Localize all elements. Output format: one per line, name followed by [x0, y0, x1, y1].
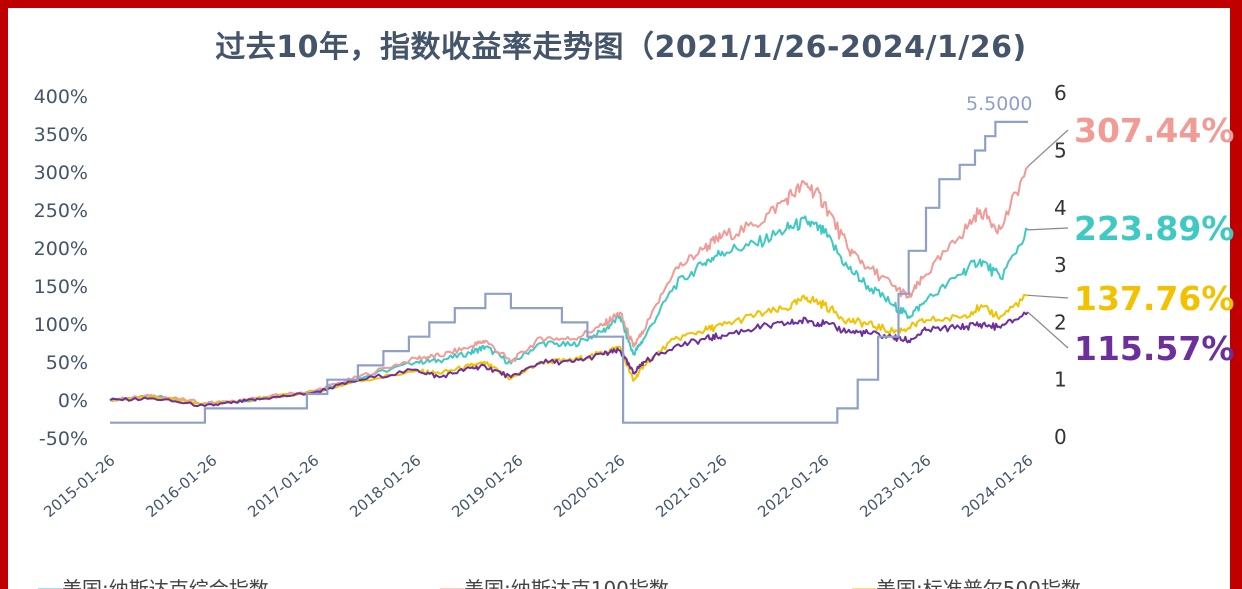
- y-left-tick-label: -50%: [39, 428, 88, 450]
- x-tick-label: 2022-01-26: [754, 451, 832, 521]
- y-left-tick-label: 250%: [34, 200, 88, 222]
- end-value-label: 115.57%: [1074, 329, 1234, 368]
- x-tick-label: 2020-01-26: [550, 451, 628, 521]
- y-right-tick-label: 1: [1054, 368, 1067, 392]
- y-right-tick-label: 0: [1054, 425, 1067, 449]
- end-label-leader: [1027, 294, 1069, 299]
- end-value-label: 307.44%: [1074, 111, 1234, 150]
- x-tick-label: 2015-01-26: [40, 451, 118, 521]
- rate-annotation: 5.5000: [966, 93, 1032, 115]
- chart-title: 过去10年，指数收益率走势图（2021/1/26-2024/1/26): [215, 30, 1027, 65]
- y-left-tick-label: 350%: [34, 124, 88, 146]
- legend-label: 美国:纳斯达克综合指数: [62, 577, 269, 589]
- x-tick-label: 2019-01-26: [448, 451, 526, 521]
- end-label-leader: [1027, 311, 1069, 349]
- end-value-label: 223.89%: [1074, 209, 1234, 248]
- x-tick-label: 2024-01-26: [958, 451, 1036, 521]
- x-tick-label: 2021-01-26: [652, 451, 730, 521]
- y-right-tick-label: 3: [1054, 253, 1067, 277]
- end-value-label: 137.76%: [1074, 279, 1234, 318]
- y-left-tick-label: 50%: [46, 352, 88, 374]
- y-left-tick-label: 400%: [34, 86, 88, 108]
- legend-label: 美国:标准普尔500指数: [876, 577, 1081, 589]
- y-left-tick-label: 0%: [58, 390, 88, 412]
- x-tick-label: 2016-01-26: [142, 451, 220, 521]
- step-line-rate: [110, 120, 1028, 424]
- x-tick-label: 2023-01-26: [856, 451, 934, 521]
- y-right-tick-label: 4: [1054, 196, 1067, 220]
- chart-frame: [8, 8, 1230, 589]
- series-line: [109, 293, 1028, 407]
- y-right-tick-label: 5: [1054, 139, 1067, 163]
- series-line: [109, 311, 1029, 408]
- y-right-tick-label: 6: [1054, 81, 1067, 105]
- end-label-leader: [1027, 227, 1069, 231]
- y-left-tick-label: 300%: [34, 162, 88, 184]
- legend-label: 美国:纳斯达克100指数: [464, 577, 669, 589]
- series-line: [109, 215, 1029, 406]
- y-left-tick-label: 100%: [34, 314, 88, 336]
- series-line: [109, 165, 1029, 406]
- y-left-tick-label: 200%: [34, 238, 88, 260]
- y-left-tick-label: 150%: [34, 276, 88, 298]
- x-tick-label: 2017-01-26: [244, 451, 322, 521]
- end-label-leader: [1027, 129, 1069, 167]
- y-right-tick-label: 2: [1054, 310, 1067, 334]
- x-tick-label: 2018-01-26: [346, 451, 424, 521]
